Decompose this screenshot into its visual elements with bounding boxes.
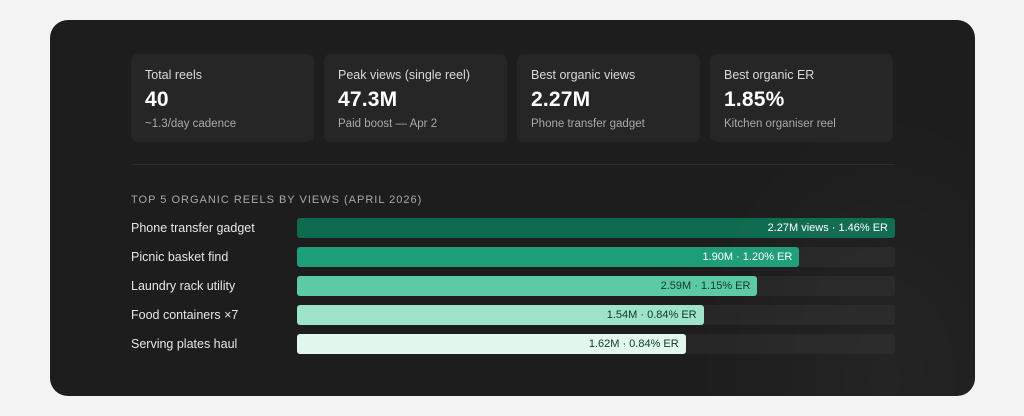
stat-card-peak-views: Peak views (single reel) 47.3M Paid boos… — [324, 54, 507, 142]
stat-sub: Paid boost — Apr 2 — [338, 118, 438, 130]
bar: 1.62M · 0.84% ER — [297, 334, 686, 354]
bar-value-label: 2.59M · 1.15% ER — [660, 280, 751, 292]
stat-sub: Phone transfer gadget — [531, 118, 645, 130]
bar: 1.90M · 1.20% ER — [297, 247, 800, 267]
bar-category-label: Serving plates haul — [131, 337, 238, 351]
stats-row: Total reels 40 ~1.3/day cadence Peak vie… — [131, 54, 895, 142]
stat-label: Best organic ER — [724, 68, 815, 82]
bar-track: 1.54M · 0.84% ER — [297, 305, 895, 325]
stat-value: 47.3M — [338, 88, 398, 111]
bar-track: 2.59M · 1.15% ER — [297, 276, 895, 296]
bar: 2.27M views · 1.46% ER — [297, 218, 895, 238]
stat-card-best-organic-er: Best organic ER 1.85% Kitchen organiser … — [710, 54, 893, 142]
chart-row: Laundry rack utility 2.59M · 1.15% ER — [131, 276, 895, 296]
chart-title: TOP 5 ORGANIC REELS BY VIEWS (APRIL 2026… — [131, 194, 423, 206]
bar-value-label: 1.62M · 0.84% ER — [588, 338, 679, 350]
stat-sub: Kitchen organiser reel — [724, 118, 836, 130]
chart-row: Food containers ×7 1.54M · 0.84% ER — [131, 305, 895, 325]
bar-track: 2.27M views · 1.46% ER — [297, 218, 895, 238]
stat-value: 2.27M — [531, 88, 591, 111]
section-divider — [131, 164, 895, 165]
bar-category-label: Picnic basket find — [131, 250, 229, 264]
chart-row: Phone transfer gadget 2.27M views · 1.46%… — [131, 218, 895, 238]
bar-track: 1.62M · 0.84% ER — [297, 334, 895, 354]
bar-track: 1.90M · 1.20% ER — [297, 247, 895, 267]
chart-row: Serving plates haul 1.62M · 0.84% ER — [131, 334, 895, 354]
bar-category-label: Laundry rack utility — [131, 279, 236, 293]
chart-row: Picnic basket find 1.90M · 1.20% ER — [131, 247, 895, 267]
bar: 2.59M · 1.15% ER — [297, 276, 758, 296]
bar-category-label: Food containers ×7 — [131, 308, 239, 322]
bar-value-label: 1.90M · 1.20% ER — [702, 251, 793, 263]
stat-card-total-reels: Total reels 40 ~1.3/day cadence — [131, 54, 314, 142]
bar-value-label: 1.54M · 0.84% ER — [606, 309, 697, 321]
top-reels-bar-chart: Phone transfer gadget 2.27M views · 1.46%… — [131, 218, 895, 363]
bar-value-label: 2.27M views · 1.46% ER — [767, 222, 888, 234]
bar: 1.54M · 0.84% ER — [297, 305, 704, 325]
stat-label: Peak views (single reel) — [338, 68, 470, 82]
stat-card-best-organic-views: Best organic views 2.27M Phone transfer … — [517, 54, 700, 142]
stat-value: 1.85% — [724, 88, 785, 111]
dashboard-panel: Total reels 40 ~1.3/day cadence Peak vie… — [50, 20, 975, 396]
stat-sub: ~1.3/day cadence — [145, 118, 237, 130]
bar-category-label: Phone transfer gadget — [131, 221, 255, 235]
stat-label: Total reels — [145, 68, 202, 82]
stat-value: 40 — [145, 88, 169, 111]
stat-label: Best organic views — [531, 68, 636, 82]
